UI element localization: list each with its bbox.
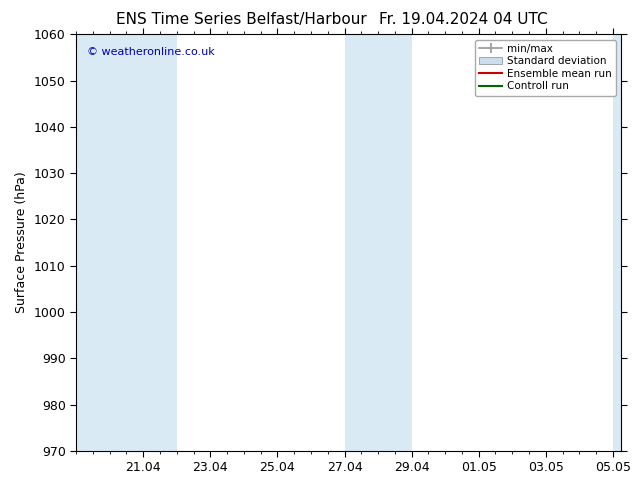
Text: ENS Time Series Belfast/Harbour: ENS Time Series Belfast/Harbour (115, 12, 366, 27)
Bar (613, 34, 621, 451)
Text: © weatheronline.co.uk: © weatheronline.co.uk (87, 47, 215, 57)
Bar (143, 34, 177, 451)
Y-axis label: Surface Pressure (hPa): Surface Pressure (hPa) (15, 172, 29, 314)
Bar (76, 34, 143, 451)
Bar (344, 34, 378, 451)
Bar (378, 34, 411, 451)
Text: Fr. 19.04.2024 04 UTC: Fr. 19.04.2024 04 UTC (378, 12, 547, 27)
Legend: min/max, Standard deviation, Ensemble mean run, Controll run: min/max, Standard deviation, Ensemble me… (475, 40, 616, 96)
